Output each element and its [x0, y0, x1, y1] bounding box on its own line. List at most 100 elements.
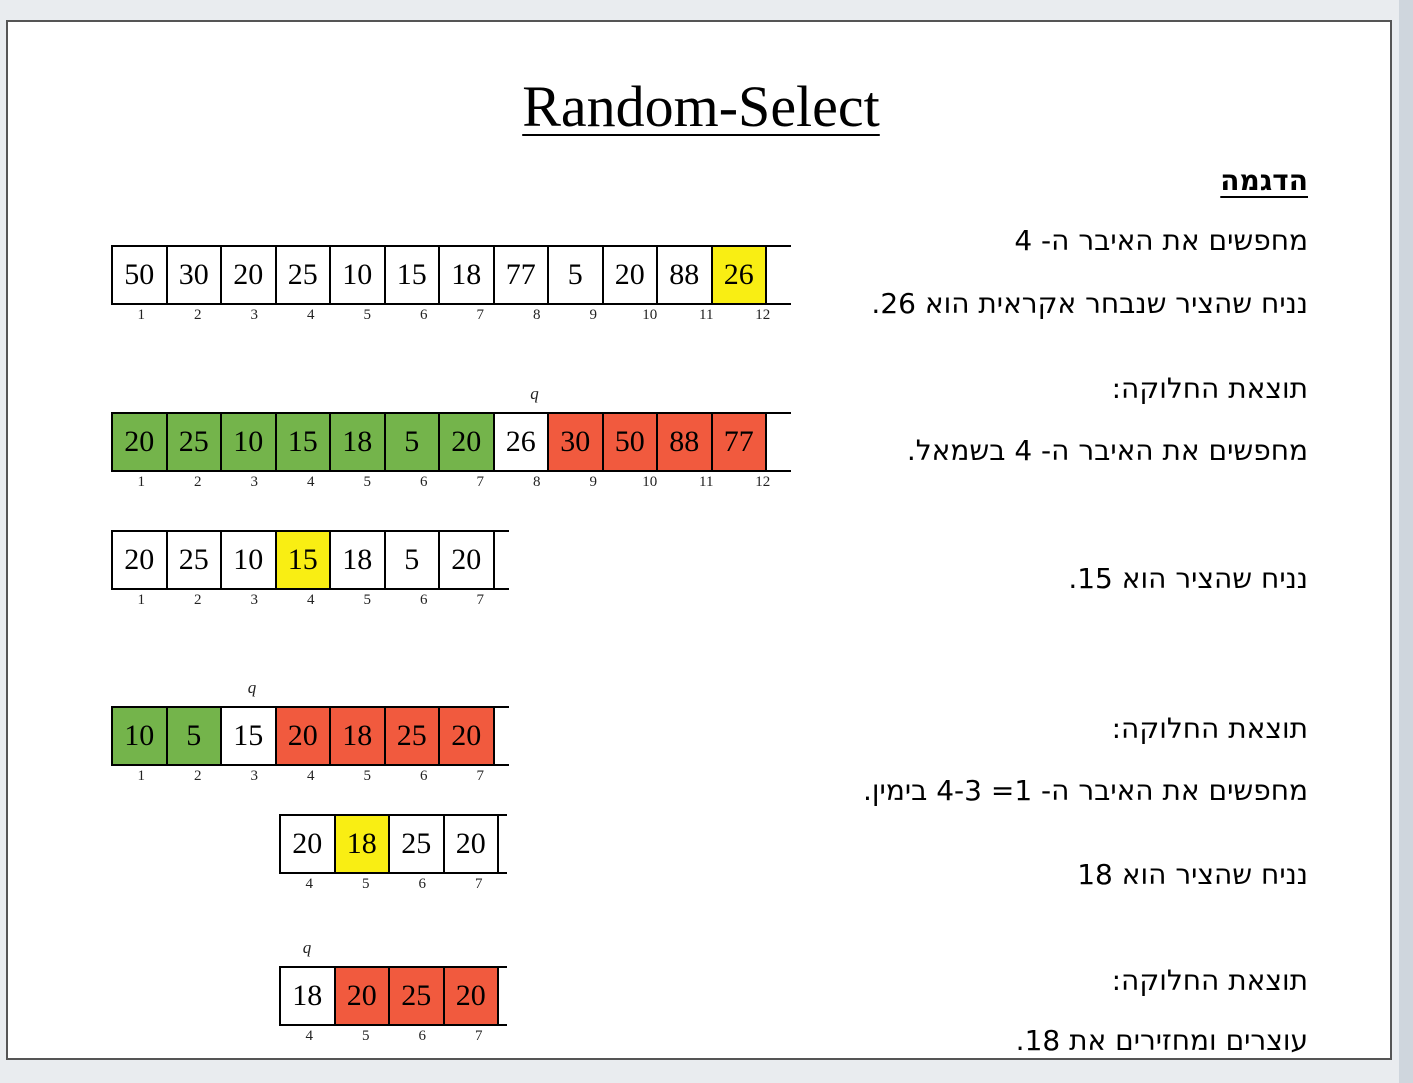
array-cell: 26 [494, 414, 549, 470]
line-search-4: מחפשים את האיבר ה- 4 [1014, 224, 1308, 257]
array-cell: 77 [712, 414, 767, 470]
array-cell: 20 [113, 532, 168, 588]
heading-example: הדגמה [1220, 164, 1308, 197]
array-index: 5 [363, 307, 372, 323]
array-index: 5 [362, 876, 370, 892]
line-pivot-18: נניח שהציר הוא 18 [1077, 858, 1308, 891]
array-partition-1: q 20 25 10 15 18 5 20 26 30 50 88 77 1 2 3 4 5 6 7 8 9 10 11 12 [111, 384, 791, 492]
array-index: 6 [420, 307, 428, 323]
array-cell: 30 [549, 414, 604, 470]
array-index: 5 [362, 1028, 370, 1044]
array-cell: 18 [331, 414, 386, 470]
line-search-right: מחפשים את האיבר ה- 1= 4-3 בימין. [863, 774, 1308, 807]
array-cell: 5 [549, 247, 604, 303]
line-pivot-15: נניח שהציר הוא 15. [1068, 562, 1308, 595]
array-cell: 15 [276, 414, 331, 470]
array-cell: 20 [113, 414, 168, 470]
array-right-part: 20 18 25 20 4 5 6 7 [279, 814, 507, 894]
array-cell: 26 [712, 247, 767, 303]
array-index: 7 [475, 876, 483, 892]
array-index: 4 [307, 307, 315, 323]
array-cell: 25 [276, 247, 331, 303]
array-cell: 50 [113, 247, 168, 303]
array-cell: 30 [167, 247, 222, 303]
array-cell: 20 [440, 414, 495, 470]
array-index: 2 [194, 768, 202, 784]
array-index: 1 [137, 307, 146, 323]
array-index: 6 [418, 1028, 427, 1044]
array-index: 12 [755, 307, 771, 323]
slide-title: Random-Select [522, 74, 880, 139]
pivot-q-marker: q [530, 384, 539, 403]
array-index: 7 [476, 768, 485, 784]
array-index: 10 [642, 474, 658, 490]
array-index: 6 [420, 768, 428, 784]
array-cell: 15 [222, 708, 277, 764]
array-cell: 20 [281, 816, 336, 872]
array-cell: 15 [385, 247, 440, 303]
array-left-part: 20 25 10 15 18 5 20 1 2 3 4 5 6 7 [111, 530, 509, 610]
array-index: 5 [363, 474, 372, 490]
array-cell: 20 [603, 247, 658, 303]
array-cell: 25 [167, 532, 222, 588]
pivot-q-marker: q [302, 938, 312, 957]
array-cell: 50 [603, 414, 658, 470]
line-partition-result-2: תוצאת החלוקה: [1111, 712, 1308, 745]
array-index: 2 [194, 474, 202, 490]
array-cell: 18 [281, 968, 336, 1024]
array-index: 11 [699, 307, 714, 323]
array-index: 3 [250, 592, 259, 608]
array-index: 1 [137, 592, 146, 608]
array-index: 5 [363, 768, 372, 784]
array-cell: 5 [385, 532, 440, 588]
array-index: 7 [476, 592, 485, 608]
array-cell: 88 [658, 247, 713, 303]
array-cell: 10 [113, 708, 168, 764]
slide: Random-Select הדגמה מחפשים את האיבר ה- 4… [6, 20, 1392, 1060]
array-index: 11 [699, 474, 714, 490]
array-index: 12 [755, 474, 771, 490]
array-cell: 18 [331, 532, 386, 588]
array-index: 2 [194, 592, 202, 608]
array-index: 4 [305, 1028, 314, 1044]
array-index: 7 [476, 307, 485, 323]
line-search-left: מחפשים את האיבר ה- 4 בשמאל. [906, 434, 1308, 467]
array-cell: 15 [276, 532, 331, 588]
array-index: 6 [420, 474, 428, 490]
array-index: 4 [305, 876, 314, 892]
line-stop-return: עוצרים ומחזירים את 18. [1015, 1024, 1308, 1057]
array-cell: 10 [222, 414, 277, 470]
array-index: 2 [194, 307, 202, 323]
array-cell: 10 [331, 247, 386, 303]
array-cell: 20 [444, 968, 499, 1024]
array-cell: 25 [385, 708, 440, 764]
array-cell: 18 [440, 247, 495, 303]
array-partition-3: q 18 20 25 20 4 5 6 7 [279, 938, 507, 1046]
array-cell: 20 [440, 532, 495, 588]
array-cell: 77 [494, 247, 549, 303]
array-cell: 20 [222, 247, 277, 303]
array-cell: 20 [276, 708, 331, 764]
array-index: 10 [642, 307, 658, 323]
array-index: 1 [137, 474, 146, 490]
window-edge [1399, 0, 1413, 1083]
array-index: 3 [250, 768, 259, 784]
array-index: 8 [533, 474, 541, 490]
array-cell: 88 [658, 414, 713, 470]
array-index: 4 [307, 474, 315, 490]
array-cell: 18 [331, 708, 386, 764]
array-index: 5 [363, 592, 372, 608]
array-cell: 20 [440, 708, 495, 764]
array-partition-2: q 10 5 15 20 18 25 20 1 2 3 4 5 6 7 [111, 678, 509, 786]
line-partition-result-1: תוצאת החלוקה: [1111, 372, 1308, 405]
line-pivot-26: נניח שהציר שנבחר אקראית הוא 26. [871, 287, 1308, 320]
line-partition-result-3: תוצאת החלוקה: [1111, 964, 1308, 997]
array-index: 9 [589, 474, 598, 490]
array-cell: 25 [167, 414, 222, 470]
array-cell: 18 [335, 816, 390, 872]
array-index: 9 [589, 307, 598, 323]
array-cell: 5 [385, 414, 440, 470]
array-cell: 25 [390, 968, 445, 1024]
array-index: 4 [307, 768, 315, 784]
array-cell: 20 [444, 816, 499, 872]
